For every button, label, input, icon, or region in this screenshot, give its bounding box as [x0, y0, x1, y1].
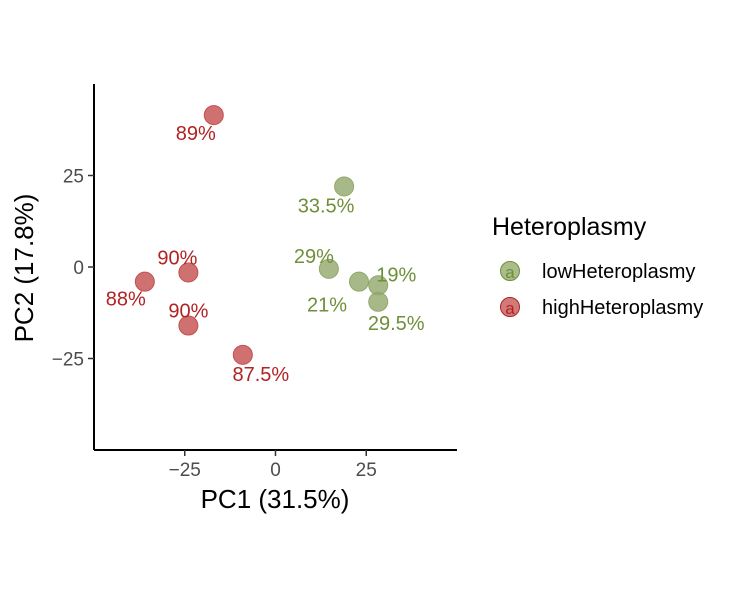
- data-point: [348, 271, 369, 292]
- x-tick-label: 25: [356, 460, 377, 481]
- legend-key-glyph: a: [505, 299, 515, 318]
- point-label: 33.5%: [298, 195, 355, 217]
- point-label: 88%: [106, 289, 146, 311]
- point-label: 87.5%: [232, 364, 289, 386]
- data-point: [368, 291, 389, 312]
- data-point: [318, 258, 339, 279]
- x-tick-label: 0: [270, 460, 281, 481]
- x-axis-title: PC1 (31.5%): [201, 484, 350, 514]
- legend-entry-label: highHeteroplasmy: [542, 297, 703, 319]
- data-point: [203, 105, 224, 126]
- axes: −25 0 25 −25 0 25: [52, 84, 457, 481]
- point-label: 19%: [376, 264, 416, 286]
- data-point: [232, 344, 253, 365]
- data-point: [334, 176, 355, 197]
- data-point: [178, 315, 199, 336]
- point-label: 29%: [294, 246, 334, 268]
- data-points: [134, 105, 389, 365]
- point-label: 29.5%: [368, 313, 425, 335]
- legend-title: Heteroplasmy: [492, 213, 647, 241]
- x-tick-label: −25: [169, 460, 201, 481]
- y-axis-title: PC2 (17.8%): [9, 194, 39, 343]
- legend-key-glyph: a: [505, 263, 515, 282]
- point-label: 21%: [307, 295, 347, 317]
- legend-key: [500, 261, 520, 281]
- data-point: [178, 262, 199, 283]
- legend-entry-label: lowHeteroplasmy: [542, 261, 695, 283]
- y-tick-label: 0: [73, 258, 84, 279]
- point-label: 90%: [157, 247, 197, 269]
- point-label: 89%: [176, 123, 216, 145]
- legend: Heteroplasmy a lowHeteroplasmy a highHetero…: [492, 213, 703, 319]
- legend-key: [500, 297, 520, 317]
- point-labels: 33.5% 29% 21% 19% 29.5% 89% 90% 88% 90% 87.5%: [106, 123, 425, 386]
- y-tick-label: −25: [52, 350, 84, 371]
- point-label: 90%: [168, 301, 208, 323]
- y-tick-label: 25: [63, 167, 84, 188]
- data-point: [134, 271, 155, 292]
